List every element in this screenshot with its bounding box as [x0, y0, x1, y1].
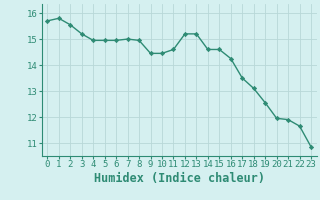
X-axis label: Humidex (Indice chaleur): Humidex (Indice chaleur): [94, 172, 265, 185]
